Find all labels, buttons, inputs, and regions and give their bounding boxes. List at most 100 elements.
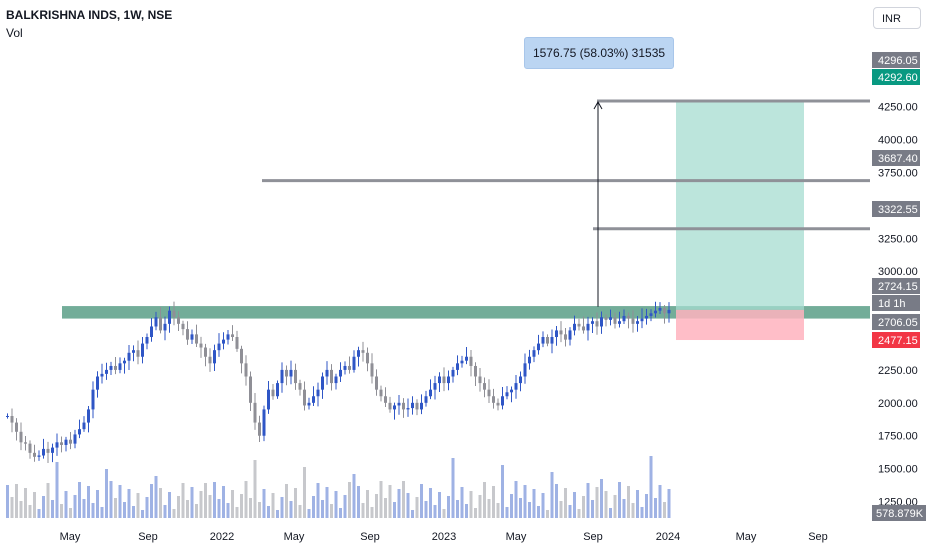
volume-bar xyxy=(280,497,284,518)
volume-bar xyxy=(366,490,369,518)
volume-bar xyxy=(109,481,113,518)
y-tick-label: 3250.00 xyxy=(878,233,918,245)
candle-body xyxy=(190,334,194,340)
candle-body xyxy=(388,402,392,410)
candle-body xyxy=(604,317,608,320)
volume-bar xyxy=(384,498,387,518)
candle-body xyxy=(645,315,648,319)
x-tick-label: May xyxy=(60,531,81,543)
volume-bar xyxy=(136,493,140,518)
volume-bar xyxy=(397,489,401,518)
candle-body xyxy=(375,376,378,390)
candle-body xyxy=(240,348,243,364)
volume-bar xyxy=(82,499,86,518)
volume-bar xyxy=(55,462,59,518)
candle-body xyxy=(321,376,324,390)
volume-bar xyxy=(249,498,252,518)
candle-body xyxy=(537,343,540,351)
candle-body xyxy=(226,334,230,340)
candle-body xyxy=(559,330,563,335)
y-tick-label: 1750.00 xyxy=(878,431,918,443)
volume-bar xyxy=(28,505,32,518)
volume-bar xyxy=(46,483,50,518)
candle-body xyxy=(649,313,653,316)
volume-bar xyxy=(379,481,383,518)
candle-body xyxy=(114,365,117,370)
price-tag-label: 2724.15 xyxy=(878,281,918,293)
candle-body xyxy=(222,339,225,344)
stop-zone[interactable] xyxy=(676,309,804,341)
candle-body xyxy=(118,363,122,370)
volume-bar xyxy=(244,481,248,518)
candle-body xyxy=(510,389,513,393)
candle-body xyxy=(6,415,9,417)
candle-body xyxy=(289,369,293,377)
candle-body xyxy=(415,402,419,410)
volume-bar xyxy=(424,501,428,518)
volume-bar xyxy=(334,491,338,518)
volume-bar xyxy=(465,504,468,518)
volume-bar xyxy=(276,510,279,518)
volume-bar xyxy=(208,495,212,518)
candle-body xyxy=(60,442,63,445)
volume-bar xyxy=(213,482,216,518)
candle-body xyxy=(15,422,18,432)
volume-bar xyxy=(501,465,504,518)
candle-body xyxy=(244,363,248,377)
candle-body xyxy=(186,329,189,340)
candle-body xyxy=(663,308,666,314)
volume-bar xyxy=(496,503,500,518)
candle-body xyxy=(550,337,554,344)
candle-body xyxy=(253,402,257,423)
candle-body xyxy=(658,308,662,311)
volume-bar xyxy=(73,495,77,518)
volume-bar xyxy=(415,497,419,518)
candle-body xyxy=(478,376,482,384)
candle-body xyxy=(627,315,630,319)
volume-bar xyxy=(429,488,432,518)
volume-bar xyxy=(555,484,558,518)
x-tick-label: Sep xyxy=(808,531,828,543)
candle-body xyxy=(370,363,374,377)
volume-bar xyxy=(451,458,455,518)
volume-bar xyxy=(100,507,104,518)
volume-bar xyxy=(132,506,135,518)
candle-body xyxy=(568,330,572,340)
currency-selector[interactable]: INR xyxy=(873,7,921,29)
candle-body xyxy=(564,334,567,340)
price-tag xyxy=(872,295,920,311)
candle-body xyxy=(154,317,158,327)
candle-body xyxy=(280,369,284,384)
candle-body xyxy=(123,360,126,364)
volume-bar xyxy=(42,496,45,518)
candle-body xyxy=(411,402,414,409)
volume-bar xyxy=(321,500,324,518)
candle-body xyxy=(73,434,77,444)
volume-bar xyxy=(352,474,356,518)
volume-bar xyxy=(640,507,644,518)
volume-bar xyxy=(613,495,617,518)
volume-bar xyxy=(105,469,108,518)
candle-body xyxy=(267,389,270,410)
candle-body xyxy=(24,442,27,444)
volume-bar xyxy=(181,483,185,518)
volume-bar xyxy=(231,490,234,518)
x-tick-label: 2023 xyxy=(432,531,456,543)
price-tag xyxy=(872,69,920,85)
x-tick-label: 2024 xyxy=(656,531,680,543)
candle-body xyxy=(505,392,509,397)
volume-bar xyxy=(514,481,518,518)
candle-body xyxy=(613,317,617,324)
candle-body xyxy=(586,323,590,331)
target-zone[interactable] xyxy=(676,101,804,310)
volume-bar xyxy=(469,491,473,518)
volume-bar xyxy=(492,486,495,518)
candle-body xyxy=(181,323,185,330)
volume-bar xyxy=(483,482,486,518)
volume-bar xyxy=(258,502,261,518)
candle-body xyxy=(177,317,180,324)
volume-bar xyxy=(537,506,540,518)
volume-bar xyxy=(15,484,18,518)
volume-bar xyxy=(123,502,126,518)
